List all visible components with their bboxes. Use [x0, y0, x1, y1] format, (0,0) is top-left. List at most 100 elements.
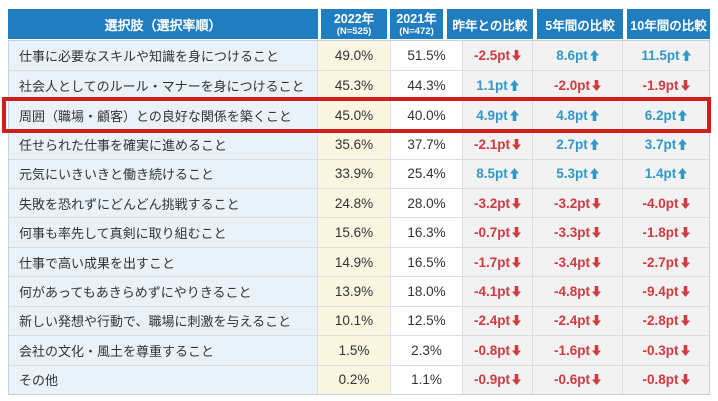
- value-5yr-diff-text: -3.3pt: [553, 225, 590, 241]
- value-prev-year-diff: -3.2pt: [462, 189, 532, 218]
- value-prev-year-diff-text: -3.2pt: [473, 195, 510, 211]
- col-header-5yr-comparison: 5年間の比較: [537, 9, 623, 39]
- row-label: 新しい発想や行動で、職場に刺激を与えること: [9, 306, 317, 336]
- value-2022: 13.9%: [317, 277, 390, 306]
- down-arrow-icon: [680, 80, 690, 92]
- survey-results-table: 選択肢（選択率順） 2022年 (N=525) 2021年 (N=472) 昨年…: [8, 9, 710, 395]
- row-label-text: 会社の文化・風土を尊重すること: [19, 343, 215, 359]
- down-arrow-icon: [512, 50, 521, 62]
- down-arrow-icon: [680, 374, 690, 386]
- value-10yr-diff-text: -0.3pt: [642, 342, 679, 358]
- value-prev-year-diff-text: -4.1pt: [473, 284, 510, 300]
- value-10yr-diff: 6.2pt: [622, 100, 709, 130]
- value-5yr-diff: 5.3pt: [532, 159, 622, 189]
- value-2022: 49.0%: [317, 41, 390, 71]
- value-5yr-diff-text: 8.6pt: [556, 48, 588, 64]
- value-2021-text: 25.4%: [407, 166, 446, 182]
- value-2021-text: 44.3%: [407, 78, 446, 94]
- table-row: 新しい発想や行動で、職場に刺激を与えること 10.1% 12.5% -2.4pt -2.…: [9, 305, 709, 336]
- value-10yr-diff-text: -4.0pt: [642, 195, 679, 211]
- value-10yr-diff-text: -9.4pt: [642, 284, 679, 300]
- down-arrow-icon: [680, 197, 690, 209]
- value-prev-year-diff: -0.8pt: [462, 336, 532, 365]
- value-5yr-diff: 2.7pt: [532, 130, 622, 159]
- value-5yr-diff-text: -3.4pt: [553, 254, 590, 270]
- value-2021: 12.5%: [390, 306, 462, 336]
- value-2022-text: 35.6%: [334, 136, 374, 152]
- row-label-text: 任せられた仕事を確実に進めること: [19, 137, 228, 153]
- table-row: 任せられた仕事を確実に進めること 35.6% 37.7% -2.1pt 2.7pt 3.7…: [9, 129, 709, 159]
- down-arrow-icon: [592, 286, 601, 298]
- down-arrow-icon: [592, 197, 601, 209]
- value-2021-text: 12.5%: [407, 313, 446, 329]
- value-10yr-diff: -9.4pt: [622, 277, 709, 306]
- value-10yr-diff-text: 11.5pt: [641, 48, 680, 64]
- value-prev-year-diff: -2.4pt: [462, 306, 532, 336]
- value-10yr-diff: -2.8pt: [622, 306, 709, 336]
- value-2021: 28.0%: [390, 189, 462, 218]
- row-label: 元気にいきいきと働き続けること: [9, 159, 317, 189]
- col-header-2022-year: 2022年: [333, 11, 375, 26]
- value-2021-text: 37.7%: [407, 136, 446, 152]
- value-2022-text: 49.0%: [334, 48, 374, 64]
- table-body: 仕事に必要なスキルや知識を身につけること 49.0% 51.5% -2.5pt 8.6p…: [8, 40, 710, 395]
- value-5yr-diff-text: -2.4pt: [553, 313, 590, 329]
- value-10yr-diff: -1.9pt: [622, 71, 709, 100]
- value-5yr-diff: -3.3pt: [532, 218, 622, 247]
- value-2022: 15.6%: [317, 218, 390, 247]
- value-prev-year-diff-text: -1.7pt: [473, 254, 510, 270]
- up-arrow-icon: [509, 80, 519, 92]
- value-2022-text: 13.9%: [334, 284, 374, 300]
- value-2021-text: 28.0%: [407, 195, 446, 211]
- value-prev-year-diff-text: 1.1pt: [476, 78, 508, 94]
- value-10yr-diff: 11.5pt: [622, 41, 709, 71]
- row-label-text: 元気にいきいきと働き続けること: [19, 167, 215, 183]
- value-2022-text: 10.1%: [334, 313, 374, 329]
- value-2021-text: 16.3%: [407, 225, 446, 241]
- value-10yr-diff-text: 6.2pt: [644, 107, 677, 123]
- up-arrow-icon: [678, 138, 688, 150]
- value-10yr-diff-text: -1.9pt: [642, 78, 679, 94]
- value-prev-year-diff: 4.9pt: [462, 100, 532, 130]
- down-arrow-icon: [680, 286, 690, 298]
- table-row: その他 0.2% 1.1% -0.9pt -0.6pt -0.8pt: [9, 364, 709, 394]
- value-prev-year-diff: -2.5pt: [462, 41, 532, 71]
- value-2021: 18.0%: [390, 277, 462, 306]
- value-2022-text: 24.8%: [334, 195, 374, 211]
- value-5yr-diff-text: -4.8pt: [553, 284, 590, 300]
- row-label: 仕事に必要なスキルや知識を身につけること: [9, 41, 317, 71]
- row-label: 周囲（職場・顧客）との良好な関係を築くこと: [9, 100, 317, 130]
- value-2022-text: 14.9%: [334, 254, 374, 270]
- value-5yr-diff-text: -1.6pt: [553, 342, 590, 358]
- value-prev-year-diff: 8.5pt: [462, 159, 532, 189]
- down-arrow-icon: [592, 256, 601, 268]
- row-label-text: 仕事に必要なスキルや知識を身につけること: [19, 49, 280, 65]
- value-10yr-diff-text: -1.8pt: [642, 225, 679, 241]
- up-arrow-icon: [589, 50, 599, 62]
- row-label-text: 仕事で高い成果を出すこと: [19, 255, 176, 271]
- value-prev-year-diff-text: -2.4pt: [473, 313, 510, 329]
- table-row-highlighted: 周囲（職場・顧客）との良好な関係を築くこと 45.0% 40.0% 4.9pt 4.8p…: [9, 99, 709, 130]
- down-arrow-icon: [512, 286, 521, 298]
- value-prev-year-diff-text: -0.7pt: [473, 225, 510, 241]
- value-5yr-diff: -3.4pt: [532, 247, 622, 277]
- value-2022-text: 15.6%: [334, 225, 374, 241]
- row-label-text: 社会人としてのルール・マナーを身につけること: [19, 79, 305, 95]
- value-5yr-diff-text: 2.7pt: [556, 136, 588, 152]
- table-row: 仕事に必要なスキルや知識を身につけること 49.0% 51.5% -2.5pt 8.6p…: [9, 41, 709, 71]
- down-arrow-icon: [680, 315, 690, 327]
- row-label: 失敗を恐れずにどんどん挑戦すること: [9, 189, 317, 218]
- row-label: 仕事で高い成果を出すこと: [9, 247, 317, 277]
- up-arrow-icon: [589, 168, 599, 180]
- row-label-text: その他: [19, 373, 59, 389]
- down-arrow-icon: [592, 315, 601, 327]
- value-5yr-diff: -2.4pt: [532, 306, 622, 336]
- value-2022: 10.1%: [317, 306, 390, 336]
- up-arrow-icon: [509, 109, 519, 121]
- value-10yr-diff: -2.7pt: [622, 247, 709, 277]
- value-10yr-diff-text: -2.8pt: [642, 313, 679, 329]
- up-arrow-icon: [678, 168, 688, 180]
- down-arrow-icon: [512, 315, 521, 327]
- down-arrow-icon: [512, 197, 521, 209]
- value-2021-text: 16.5%: [407, 254, 446, 270]
